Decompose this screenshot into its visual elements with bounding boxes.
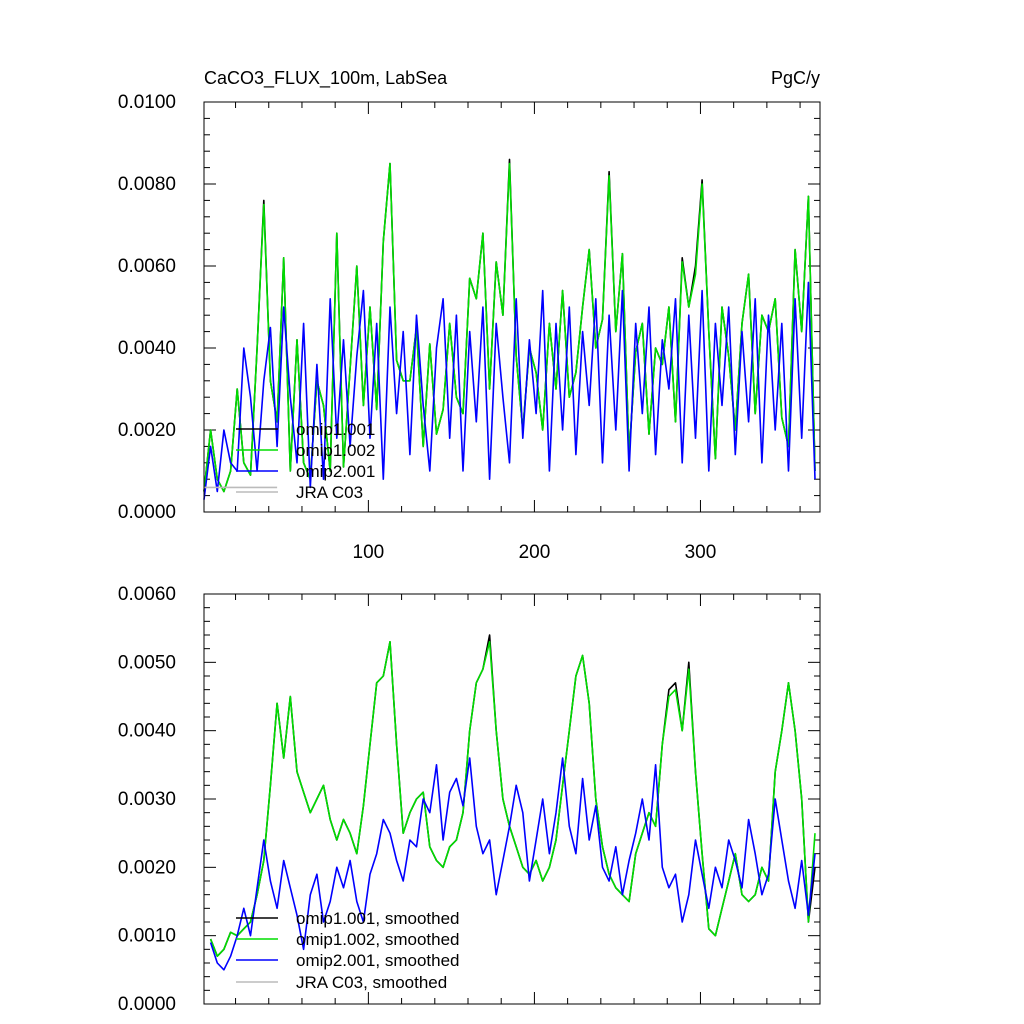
y-tick-label: 0.0030 xyxy=(118,789,176,810)
panel-top-frame xyxy=(203,101,821,513)
x-tick-label: 200 xyxy=(519,542,551,563)
y-tick-label: 0.0020 xyxy=(118,420,176,441)
y-tick-label: 0.0050 xyxy=(118,652,176,673)
panel-bottom-lines xyxy=(209,634,816,971)
legend-label-omip1-002-smoothed: omip1.002, smoothed xyxy=(296,930,460,949)
chart-title: CaCO3_FLUX_100m, LabSea xyxy=(204,68,448,89)
series-line-omip2-001-smoothed xyxy=(209,757,816,971)
y-tick-label: 0.0020 xyxy=(118,857,176,878)
panel-top-lines xyxy=(203,158,816,500)
y-tick-label: 0.0000 xyxy=(118,994,176,1015)
y-tick-label: 0.0060 xyxy=(118,584,176,605)
panel-bottom-legend: omip1.001, smoothed omip1.002, smoothed … xyxy=(236,909,460,992)
legend-label-omip1-001: omip1.001 xyxy=(296,420,375,439)
y-tick-label: 0.0040 xyxy=(118,338,176,359)
panel-top-ticks: 0.0000 0.0020 0.0040 0.0060 0.0080 0.0100 100 2… xyxy=(118,92,820,563)
series-line-omip2-001 xyxy=(203,281,816,500)
y-tick-label: 0.0080 xyxy=(118,174,176,195)
series-line-omip1-002 xyxy=(203,162,816,493)
legend-label-omip1-001-smoothed: omip1.001, smoothed xyxy=(296,909,460,928)
x-tick-label: 300 xyxy=(685,542,717,563)
y-tick-label: 0.0000 xyxy=(118,502,176,523)
legend-label-jra-c03-smoothed: JRA C03, smoothed xyxy=(296,973,447,992)
y-tick-label: 0.0100 xyxy=(118,92,176,113)
x-tick-label: 100 xyxy=(353,542,385,563)
legend-label-omip2-001-smoothed: omip2.001, smoothed xyxy=(296,951,460,970)
panel-top-legend: omip1.001 omip1.002 omip2.001 JRA C03 xyxy=(236,420,375,502)
y-tick-label: 0.0060 xyxy=(118,256,176,277)
y-tick-label: 0.0010 xyxy=(118,926,176,947)
panel-bottom: 0.0000 0.0010 0.0020 0.0030 0.0040 0.0050 0.00… xyxy=(118,584,821,1015)
series-line-omip1-002-smoothed xyxy=(209,640,816,958)
legend-label-jra-c03: JRA C03 xyxy=(296,483,363,502)
y-tick-label: 0.0040 xyxy=(118,721,176,742)
panel-top: CaCO3_FLUX_100m, LabSea PgC/y 0.00000.00… xyxy=(118,68,821,563)
panel-bottom-ticks: 0.0000 0.0010 0.0020 0.0030 0.0040 0.0050 0.00… xyxy=(118,584,820,1015)
legend-label-omip1-002: omip1.002 xyxy=(296,441,375,460)
legend-label-omip2-001: omip2.001 xyxy=(296,462,375,481)
chart-units: PgC/y xyxy=(771,68,820,88)
panel-bottom-frame xyxy=(203,593,821,1005)
